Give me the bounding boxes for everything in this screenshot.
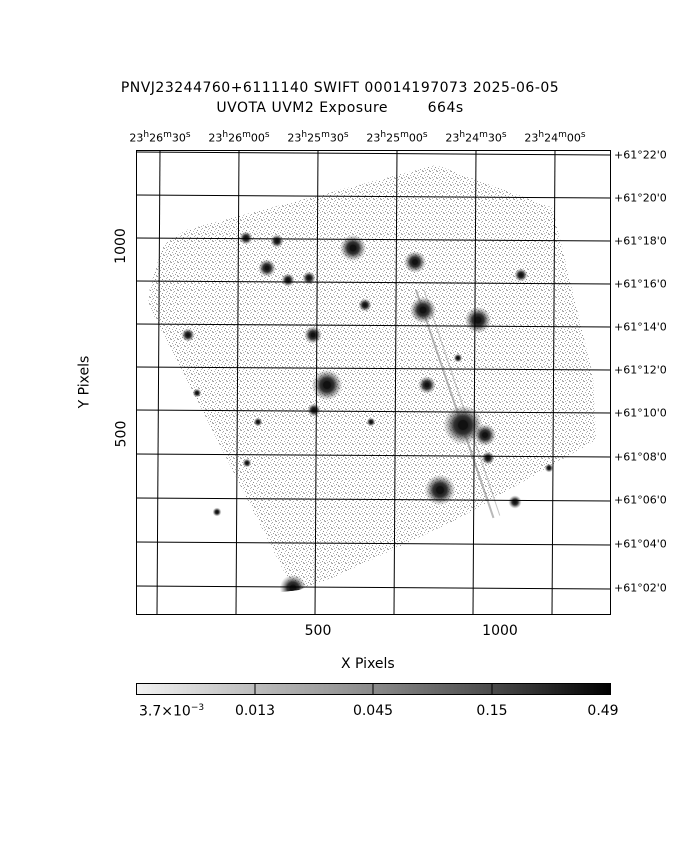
- plot-title-line2: UVOTA UVM2 Exposure 664s: [216, 100, 464, 116]
- dec-tick-label: +61°16'0: [614, 277, 667, 291]
- star-core: [456, 356, 460, 360]
- x-tick-label: 1000: [482, 623, 518, 639]
- x-tick-label: 500: [304, 623, 332, 639]
- dec-tick-label: +61°02'0: [614, 581, 667, 595]
- star-core: [369, 420, 373, 424]
- star-core: [289, 584, 297, 592]
- star-core: [310, 332, 316, 338]
- star-core: [412, 259, 418, 265]
- plot-title-line1: PNVJ23244760+6111140 SWIFT 00014197073 2…: [120, 80, 560, 96]
- dec-tick-label: +61°04'0: [614, 537, 667, 551]
- ra-tick-label: 23h25m00s: [366, 130, 428, 145]
- dec-tick-label: +61°14'0: [614, 320, 667, 334]
- colorbar-label: 0.045: [352, 703, 394, 719]
- star-core: [474, 316, 482, 324]
- x-axis-title: X Pixels: [341, 656, 395, 672]
- star-core: [486, 456, 490, 460]
- star-core: [519, 273, 523, 277]
- star-core: [513, 500, 517, 504]
- star-core: [275, 239, 279, 243]
- y-tick-label: 1000: [112, 228, 129, 264]
- star-core: [286, 278, 290, 282]
- star-core: [323, 381, 331, 389]
- star-core: [424, 382, 430, 388]
- sky-image-frame: [136, 150, 611, 615]
- ra-tick-label: 23h24m00s: [524, 130, 586, 145]
- ra-tick-label: 23h24m30s: [445, 130, 507, 145]
- star-core: [458, 420, 468, 430]
- ra-tick-label: 23h26m30s: [129, 130, 191, 145]
- colorbar-min-label: 3.7×10−3: [139, 703, 205, 720]
- star-core: [307, 276, 311, 280]
- star-core: [215, 510, 219, 514]
- dec-tick-label: +61°22'0: [614, 148, 667, 162]
- colorbar-label: 0.013: [234, 703, 276, 719]
- star-core: [245, 461, 249, 465]
- star-core: [547, 466, 551, 470]
- star-core: [256, 420, 260, 424]
- star-core: [436, 486, 444, 494]
- coordinate-grid: [136, 150, 611, 615]
- dec-tick-label: +61°08'0: [614, 450, 667, 464]
- star-core: [264, 265, 270, 271]
- star-core: [363, 303, 367, 307]
- dec-tick-label: +61°18'0: [614, 234, 667, 248]
- y-tick-label: 500: [113, 420, 130, 448]
- y-axis-title: Y Pixels: [76, 355, 93, 409]
- star-core: [349, 244, 357, 252]
- ra-tick-label: 23h25m30s: [287, 130, 349, 145]
- ra-tick-label: 23h26m00s: [208, 130, 270, 145]
- dec-tick-label: +61°06'0: [614, 493, 667, 507]
- star-core: [186, 333, 190, 337]
- colorbar-label: 0.15: [476, 703, 508, 719]
- dec-tick-label: +61°12'0: [614, 363, 667, 377]
- dec-tick-label: +61°10'0: [614, 406, 667, 420]
- star-core: [195, 391, 199, 395]
- colorbar: [136, 683, 611, 695]
- star-core: [482, 432, 488, 438]
- colorbar-label: 0.49: [587, 703, 619, 719]
- dec-tick-label: +61°20'0: [614, 191, 667, 205]
- star-core: [419, 306, 427, 314]
